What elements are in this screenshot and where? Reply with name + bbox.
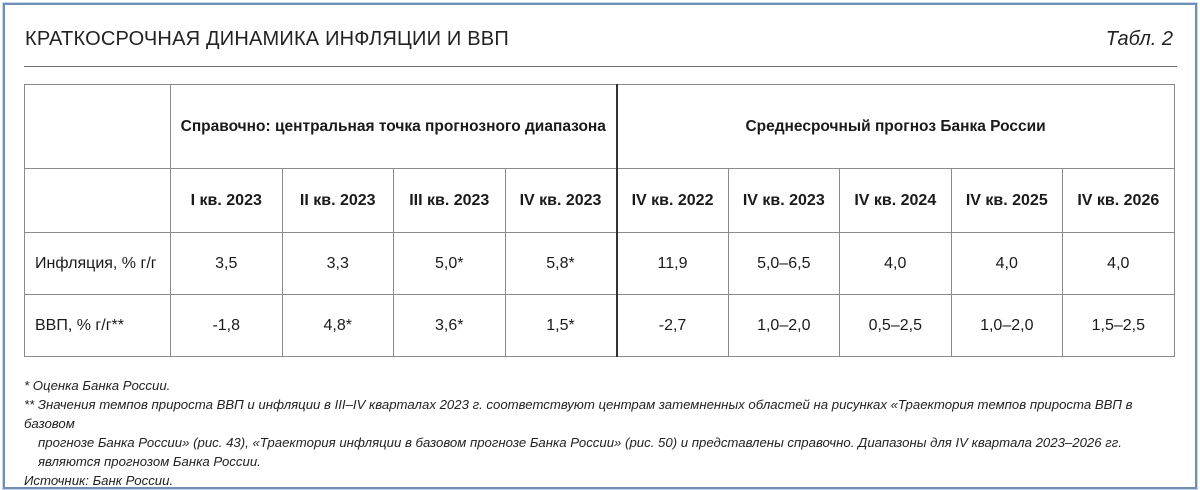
row-label: ВВП, % г/г** xyxy=(24,294,171,357)
empty-corner-cell xyxy=(24,84,171,169)
footnote-estimate: * Оценка Банка России. xyxy=(24,378,171,393)
data-table: Справочно: центральная точка прогнозного… xyxy=(24,84,1175,357)
title-divider xyxy=(24,66,1177,67)
table-number: Табл. 2 xyxy=(1105,28,1173,50)
footnote-explanation-cont: являются прогнозом Банка России. xyxy=(38,454,261,469)
row-label: Инфляция, % г/г xyxy=(24,232,171,295)
data-cell: 4,0 xyxy=(1062,232,1175,295)
column-header: IV кв. 2024 xyxy=(839,168,952,233)
data-cell: 0,5–2,5 xyxy=(839,294,952,357)
column-header: IV кв. 2025 xyxy=(950,168,1064,233)
gdp-row: ВВП, % г/г** -1,8 4,8* 3,6* 1,5* -2,7 1,… xyxy=(24,294,1175,357)
data-cell: 4,8* xyxy=(281,294,394,357)
data-cell: 1,5–2,5 xyxy=(1062,294,1175,357)
column-header: IV кв. 2023 xyxy=(727,168,841,233)
column-header: IV кв. 2022 xyxy=(615,168,729,233)
data-cell: 3,6* xyxy=(393,294,506,357)
data-cell: 5,0–6,5 xyxy=(727,232,841,295)
reference-group-header: Справочно: центральная точка прогнозного… xyxy=(169,84,618,169)
data-cell: 5,8* xyxy=(504,232,618,295)
group-header-row: Справочно: центральная точка прогнозного… xyxy=(24,84,1175,169)
empty-label-cell xyxy=(24,168,171,233)
data-cell: 5,0* xyxy=(393,232,506,295)
footnote-explanation-cont: прогнозе Банка России» (рис. 43), «Траек… xyxy=(38,435,1122,450)
column-header: IV кв. 2023 xyxy=(504,168,618,233)
data-cell: -1,8 xyxy=(170,294,283,357)
source-note: Источник: Банк России. xyxy=(24,473,174,488)
footnote-explanation: ** Значения темпов прироста ВВП и инфляц… xyxy=(24,397,1133,431)
column-header-row: I кв. 2023 II кв. 2023 III кв. 2023 IV к… xyxy=(24,168,1175,233)
forecast-group-header: Среднесрочный прогноз Банка России xyxy=(615,84,1175,169)
data-cell: 1,0–2,0 xyxy=(950,294,1064,357)
data-cell: -2,7 xyxy=(615,294,729,357)
column-header: I кв. 2023 xyxy=(170,168,283,233)
data-cell: 1,5* xyxy=(504,294,618,357)
data-cell: 3,5 xyxy=(170,232,283,295)
data-cell: 11,9 xyxy=(615,232,729,295)
table-title: КРАТКОСРОЧНАЯ ДИНАМИКА ИНФЛЯЦИИ И ВВП xyxy=(25,28,509,50)
data-cell: 3,3 xyxy=(281,232,394,295)
column-header: IV кв. 2026 xyxy=(1062,168,1175,233)
column-header: III кв. 2023 xyxy=(393,168,506,233)
data-cell: 1,0–2,0 xyxy=(727,294,841,357)
column-header: II кв. 2023 xyxy=(281,168,394,233)
data-cell: 4,0 xyxy=(950,232,1064,295)
inflation-row: Инфляция, % г/г 3,5 3,3 5,0* 5,8* 11,9 5… xyxy=(24,232,1175,295)
footnotes: * Оценка Банка России. ** Значения темпо… xyxy=(24,376,1184,490)
data-cell: 4,0 xyxy=(839,232,952,295)
